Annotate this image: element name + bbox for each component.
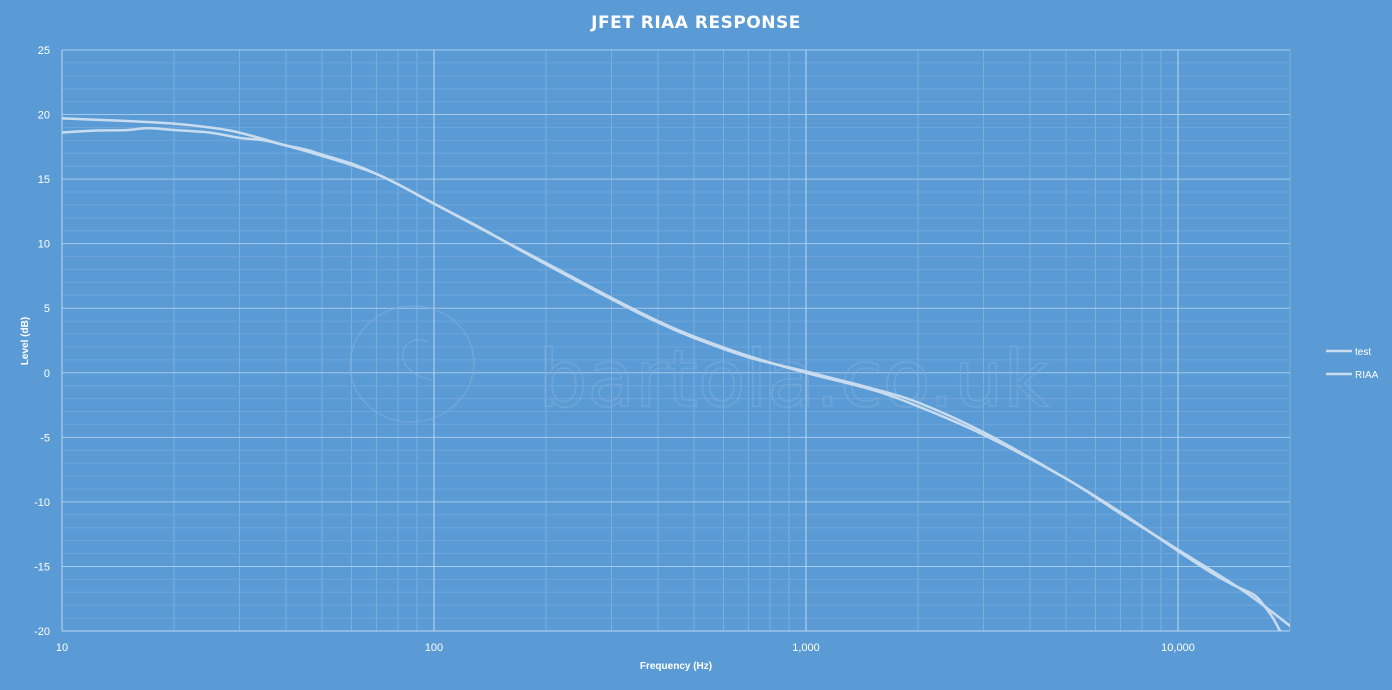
watermark: bartola.co.uk bbox=[349, 305, 1049, 426]
watermark-logo bbox=[349, 305, 475, 423]
y-tick-label: 5 bbox=[44, 303, 50, 315]
axes: 25 20 15 10 5 0 -5 -10 -15 -20 10 100 1,000 10,000 bbox=[34, 45, 1290, 654]
legend: test RIAA bbox=[1326, 347, 1379, 381]
chart-title: JFET RIAA RESPONSE bbox=[590, 13, 801, 33]
legend-label: test bbox=[1355, 347, 1371, 358]
series-line-riaa bbox=[62, 117, 1290, 628]
y-axis-label: Level (dB) bbox=[20, 317, 31, 365]
x-tick-label: 10 bbox=[56, 642, 68, 654]
y-tick-label: 0 bbox=[44, 368, 50, 380]
legend-label: RIAA bbox=[1355, 370, 1379, 381]
y-tick-label: 25 bbox=[38, 45, 50, 57]
y-tick-label: -10 bbox=[34, 497, 50, 509]
watermark-text: bartola.co.uk bbox=[538, 335, 1049, 425]
x-tick-label: 1,000 bbox=[792, 642, 820, 654]
grid bbox=[61, 49, 1291, 632]
y-tick-label: 20 bbox=[38, 110, 50, 122]
y-tick-label: 15 bbox=[38, 174, 50, 186]
x-tick-label: 100 bbox=[425, 642, 443, 654]
x-tick-label: 10,000 bbox=[1161, 642, 1195, 654]
y-tick-label: 10 bbox=[38, 239, 50, 251]
y-tick-label: -5 bbox=[40, 432, 50, 444]
series-layer bbox=[62, 117, 1290, 631]
y-tick-label: -15 bbox=[34, 561, 50, 573]
x-axis-label: Frequency (Hz) bbox=[640, 661, 712, 672]
y-tick-label: -20 bbox=[34, 626, 50, 638]
